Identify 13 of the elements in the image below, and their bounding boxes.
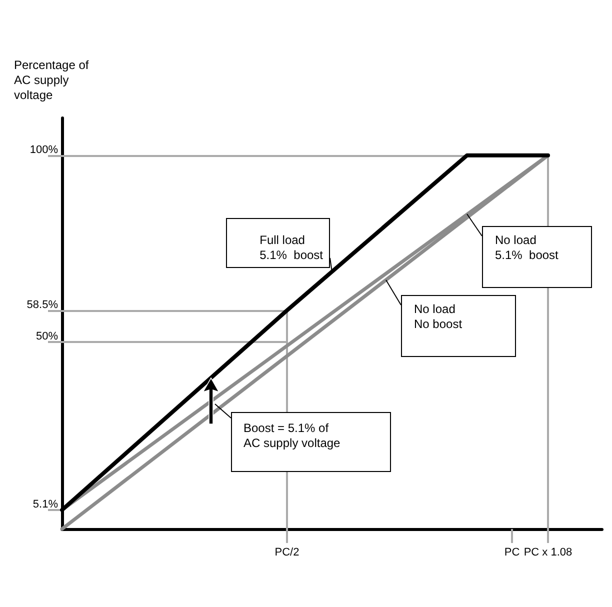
x-tick-label: PC <box>504 546 520 558</box>
y-tick-label: 58.5% <box>26 298 58 311</box>
y-axis-title: Percentage of AC supply voltage <box>14 58 90 103</box>
callout: No load No boost <box>386 280 516 357</box>
y-tick-label: 100% <box>30 144 58 156</box>
callout: Full load 5.1% boost <box>226 218 332 272</box>
y-tick-label: 5.1% <box>32 498 58 510</box>
callout: No load 5.1% boost <box>467 214 592 288</box>
annotation: Boost = 5.1% of AC supply voltage <box>230 412 390 472</box>
callout: Boost = 5.1% of AC supply voltage <box>214 404 390 472</box>
x-tick-label: PC x 1.08 <box>524 546 572 558</box>
x-tick-label: PC/2 <box>274 546 300 558</box>
y-tick-label: 50% <box>36 330 58 343</box>
